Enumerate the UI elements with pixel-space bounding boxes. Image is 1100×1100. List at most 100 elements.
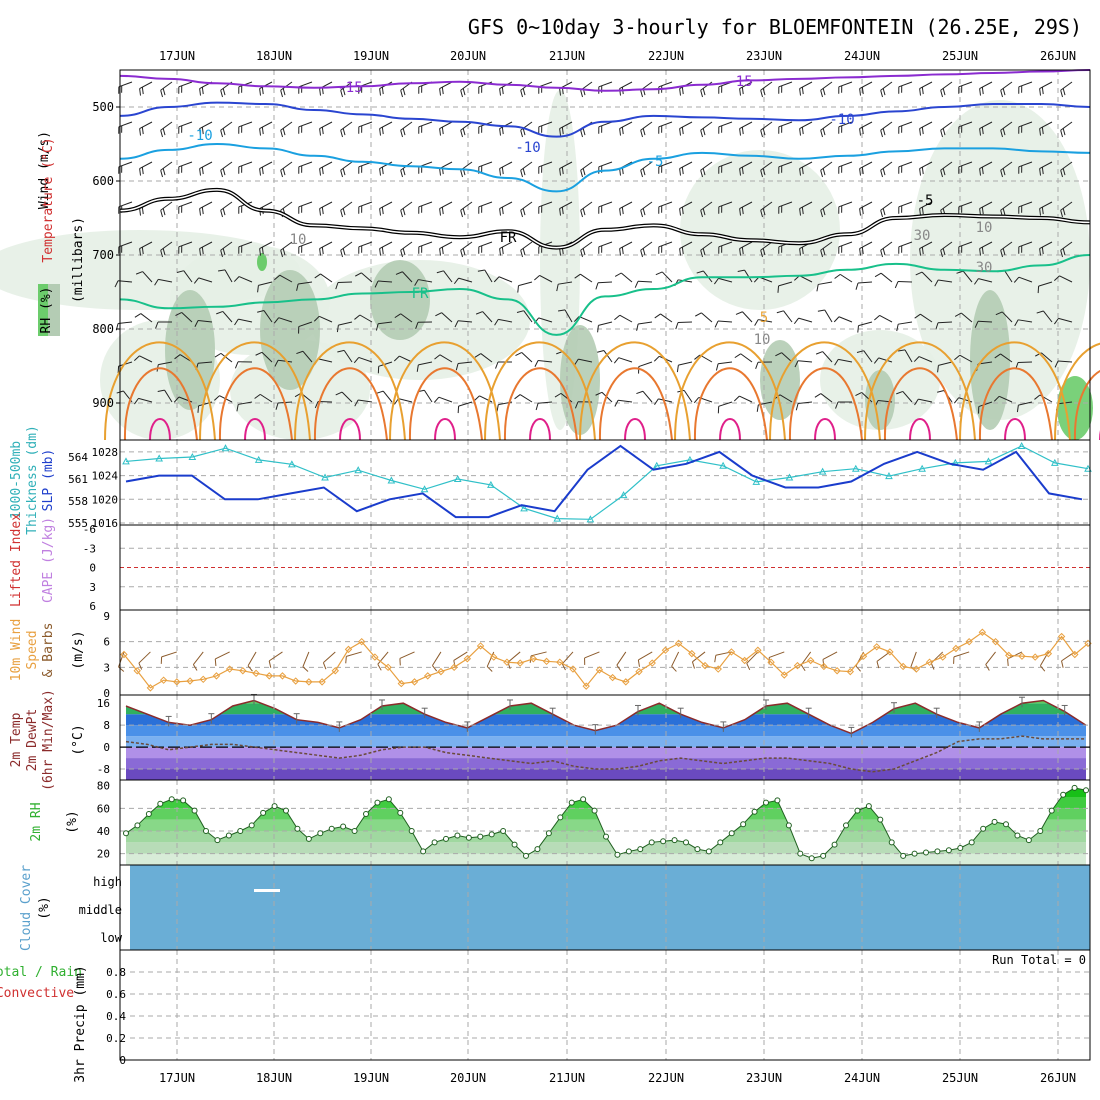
wind-barb (138, 651, 151, 664)
wind-barb (838, 241, 853, 248)
rh-marker (865, 803, 872, 810)
wind-barb (192, 651, 204, 665)
wind-barb (358, 356, 373, 363)
wind-barb-feather (322, 662, 327, 670)
wind-barb-feather (454, 320, 459, 328)
wind-barb (1042, 310, 1053, 323)
wind-barb-feather (514, 394, 521, 400)
label-dewpt: 2m DewPt (25, 709, 40, 772)
precip-tick-label: 0 (119, 1054, 126, 1067)
wind-barb (498, 276, 513, 283)
wind-barb (660, 313, 673, 323)
wind-barb-feather (636, 390, 644, 395)
wind-barb-feather (739, 248, 742, 256)
wind-barb-feather (1039, 128, 1042, 136)
wind-barb-feather (520, 130, 523, 138)
wind-barb-feather (342, 208, 346, 216)
wind-barb-feather (855, 282, 859, 290)
wind-barb (400, 241, 413, 251)
rh-marker (225, 832, 232, 839)
wind-barb (298, 281, 313, 285)
wind-barb-feather (896, 390, 903, 395)
wind-barb-feather (400, 210, 403, 218)
wind-barb (377, 651, 389, 665)
wind-barb-feather (222, 208, 226, 216)
wind-barb-feather (762, 168, 766, 176)
wind-barb (985, 651, 996, 665)
wind-barb-feather (1000, 170, 1003, 178)
wind-barb (523, 310, 533, 323)
wind-barb (798, 360, 813, 363)
wind-speed-marker (886, 648, 894, 656)
wind-barb-feather (257, 310, 265, 313)
label-degc: (°C) (71, 724, 86, 755)
wind-barb (199, 121, 213, 130)
rh-marker (1071, 784, 1078, 791)
wind-barb-feather (619, 168, 622, 176)
label-slp: SLP (mb) (41, 449, 56, 512)
wind-barb-feather (1060, 130, 1063, 138)
wind-barb-feather (799, 208, 802, 216)
wind-barb-feather (861, 207, 864, 215)
wind-barb-feather (160, 250, 163, 258)
wind-barb (898, 241, 913, 248)
wind-barb (358, 121, 373, 128)
wind-barb-feather (402, 168, 406, 176)
wind-barb-feather (261, 167, 264, 175)
temp-band (126, 736, 1086, 748)
wind-barb (919, 201, 933, 210)
precip-tick-label: 0.6 (106, 988, 126, 1001)
wind-barb-feather (762, 88, 766, 96)
top-date-axis: 17JUN 18JUN 19JUN 20JUN 21JUN 22JUN 23JUN 24JUN… (159, 49, 1076, 63)
wind-barb-feather (894, 281, 899, 289)
wind-barb-feather (956, 270, 964, 274)
isotherm-20 (1004, 418, 1026, 441)
wind-barb (379, 201, 393, 210)
wind-barb-feather (714, 655, 717, 663)
rh-marker (854, 807, 861, 814)
rh-marker (145, 811, 152, 817)
isotherm-line (119, 101, 1091, 138)
wind-barb (1000, 121, 1013, 131)
rh-marker (477, 833, 484, 840)
wind-barb-feather (1060, 90, 1063, 98)
isotherm-15 (503, 367, 578, 441)
wind-barb-feather (517, 285, 519, 293)
wind-barb-feather (160, 90, 163, 98)
wind-barb (278, 317, 293, 323)
wind-barb-feather (655, 271, 663, 276)
wind-barb-feather (580, 210, 583, 218)
wind-barb (619, 241, 633, 250)
wind-barb (879, 314, 893, 323)
label-pct-rh: (%) (65, 810, 80, 833)
wind-barb-feather (139, 248, 142, 256)
wind-barb (838, 121, 853, 128)
wind-barb-feather (913, 356, 920, 362)
wind-barb-feather (559, 208, 562, 216)
wind-barb (1000, 201, 1013, 211)
wind-barb (318, 358, 333, 363)
rh-marker (683, 839, 689, 846)
wind-barb (538, 360, 553, 363)
isotherm-15 (1073, 370, 1100, 441)
wind-barb-feather (261, 87, 264, 95)
precip-tick-label: 0.8 (106, 966, 126, 979)
wind-barb-feather (640, 170, 643, 178)
wind-barb (319, 201, 333, 210)
wind-barb (940, 161, 953, 171)
wind-speed-marker (424, 672, 432, 680)
wind-barb (717, 320, 733, 323)
wind-barb-feather (820, 90, 823, 98)
wind-barb-feather (915, 271, 923, 276)
label-rh: RH (%) (39, 287, 54, 334)
thickness-marker (984, 457, 993, 465)
wind-barb (1039, 241, 1053, 250)
wind-barb-feather (642, 208, 646, 216)
wind-barb (820, 241, 833, 251)
wind-barb-feather (414, 279, 419, 286)
wind-barb (418, 201, 433, 208)
contour-label: 10 (976, 220, 993, 236)
wind-barb-feather (340, 210, 343, 218)
wind-speed-marker (780, 671, 788, 679)
wind-barb-feather (376, 390, 384, 394)
